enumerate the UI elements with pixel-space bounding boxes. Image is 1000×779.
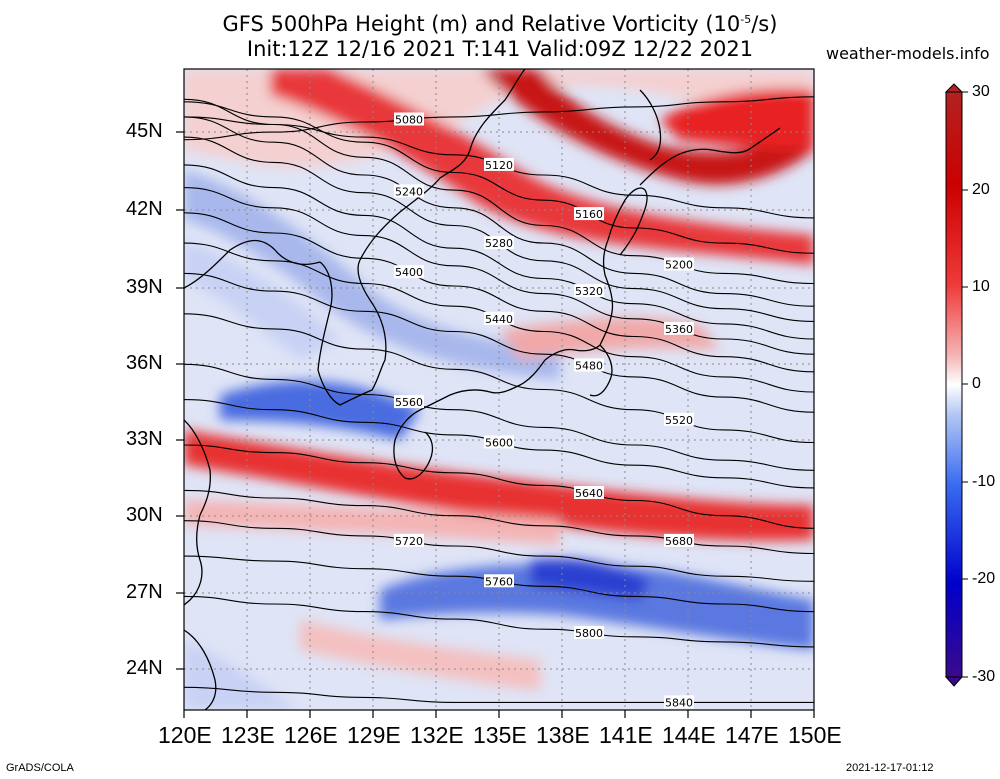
colorbar — [944, 83, 968, 687]
contour-line-5840 — [184, 686, 814, 703]
contour-label-bg — [664, 533, 694, 547]
height-contours: 5080 5120 5160 5200 5240 5280 5320 5360 5400 5440… — [184, 96, 814, 709]
colorbar-label-neg30: -30 — [972, 668, 996, 685]
lat-label-39n: 39N — [126, 276, 163, 298]
title-text: GFS 500hPa Height (m) and Relative Vorti… — [222, 12, 741, 36]
contour-line-5160 — [184, 101, 814, 254]
contour-label: 5800 — [575, 627, 603, 640]
contour-line-5720 — [184, 520, 814, 582]
contour-label: 5560 — [395, 396, 423, 409]
contour-label-bg — [574, 626, 604, 639]
lon-label-120e: 120E — [158, 722, 212, 748]
colorbar-label-10: 10 — [972, 278, 990, 295]
contour-label: 5720 — [395, 535, 423, 548]
contour-label-bg — [484, 311, 514, 325]
contour-line-5680 — [184, 489, 814, 555]
lat-label-42n: 42N — [126, 198, 163, 220]
lon-label-126e: 126E — [284, 722, 338, 748]
contour-label-bg — [484, 435, 514, 449]
contour-label: 5840 — [665, 696, 693, 709]
contour-line-5640 — [184, 444, 814, 529]
contour-line-5520 — [184, 313, 814, 444]
lon-label-144e: 144E — [662, 722, 716, 748]
contour-label: 5480 — [575, 360, 603, 373]
axis-ticks — [176, 131, 815, 718]
contour-label: 5400 — [395, 266, 423, 279]
contour-line-5240 — [184, 116, 814, 307]
contour-line-5400 — [184, 212, 814, 373]
colorbar-label-20: 20 — [972, 181, 990, 198]
contour-label: 5760 — [485, 575, 513, 588]
contour-label: 5120 — [485, 159, 513, 172]
colorbar-label-neg20: -20 — [972, 570, 996, 587]
contour-label-bg — [394, 265, 424, 279]
contour-label: 5680 — [665, 535, 693, 548]
contour-label: 5360 — [665, 323, 693, 336]
lat-label-24n: 24N — [126, 657, 163, 679]
colorbar-label-30: 30 — [972, 83, 990, 100]
contour-line-5800 — [184, 595, 814, 648]
contour-label: 5160 — [575, 208, 603, 221]
lat-label-27n: 27N — [126, 581, 163, 603]
lat-label-45n: 45N — [126, 120, 163, 142]
contour-label-bg — [394, 112, 424, 126]
title-exponent: -5 — [740, 13, 752, 26]
chart-subtitle: Init:12Z 12/16 2021 T:141 Valid:09Z 12/2… — [246, 37, 754, 61]
contour-label-bg — [394, 533, 424, 547]
site-credit: weather-models.info — [826, 44, 990, 63]
colorbar-label-neg10: -10 — [972, 473, 996, 490]
contour-line-5320 — [184, 164, 814, 340]
lon-label-141e: 141E — [599, 722, 653, 748]
lat-label-30n: 30N — [126, 504, 163, 526]
contour-line-5200 — [184, 98, 814, 285]
contour-label: 5520 — [665, 414, 693, 427]
contour-label: 5080 — [395, 114, 423, 127]
lon-label-123e: 123E — [221, 722, 275, 748]
contour-label-bg — [664, 695, 694, 709]
contour-line-5560 — [184, 363, 814, 471]
chart-title: GFS 500hPa Height (m) and Relative Vorti… — [0, 7, 1000, 37]
footer-software: GrADS/COLA — [6, 762, 74, 774]
contour-label: 5440 — [485, 313, 513, 326]
contour-line-5360 — [184, 187, 814, 355]
contour-label-bg — [484, 157, 514, 171]
contour-label: 5280 — [485, 237, 513, 250]
lon-label-129e: 129E — [347, 722, 401, 748]
contour-label: 5640 — [575, 487, 603, 500]
contour-label: 5600 — [485, 437, 513, 450]
contour-label-bg — [484, 574, 514, 588]
colorbar-label-0: 0 — [972, 375, 981, 392]
contour-label-bg — [484, 236, 514, 250]
contour-label-bg — [574, 284, 604, 298]
contour-label-bg — [574, 358, 604, 372]
contour-label-bg — [664, 257, 694, 271]
lon-label-132e: 132E — [410, 722, 464, 748]
contour-line-5480 — [184, 272, 814, 413]
lon-label-147e: 147E — [725, 722, 779, 748]
contour-label-bg — [664, 412, 694, 426]
contour-label: 5200 — [665, 259, 693, 272]
contour-line-5080 — [184, 96, 814, 141]
contour-label: 5240 — [395, 185, 423, 198]
contour-label-bg — [574, 486, 604, 499]
contour-label-bg — [664, 321, 694, 335]
contour-label-bg — [394, 184, 424, 198]
lon-label-135e: 135E — [473, 722, 527, 748]
contour-label-bg — [574, 207, 604, 221]
contour-label-bg — [394, 395, 424, 409]
title-unit: /s) — [751, 12, 778, 36]
contour-label: 5320 — [575, 285, 603, 298]
lon-label-138e: 138E — [536, 722, 590, 748]
lat-label-36n: 36N — [126, 352, 163, 374]
footer-timestamp: 2021-12-17-01:12 — [846, 762, 934, 774]
lon-label-150e: 150E — [788, 722, 842, 748]
lat-label-33n: 33N — [126, 428, 163, 450]
